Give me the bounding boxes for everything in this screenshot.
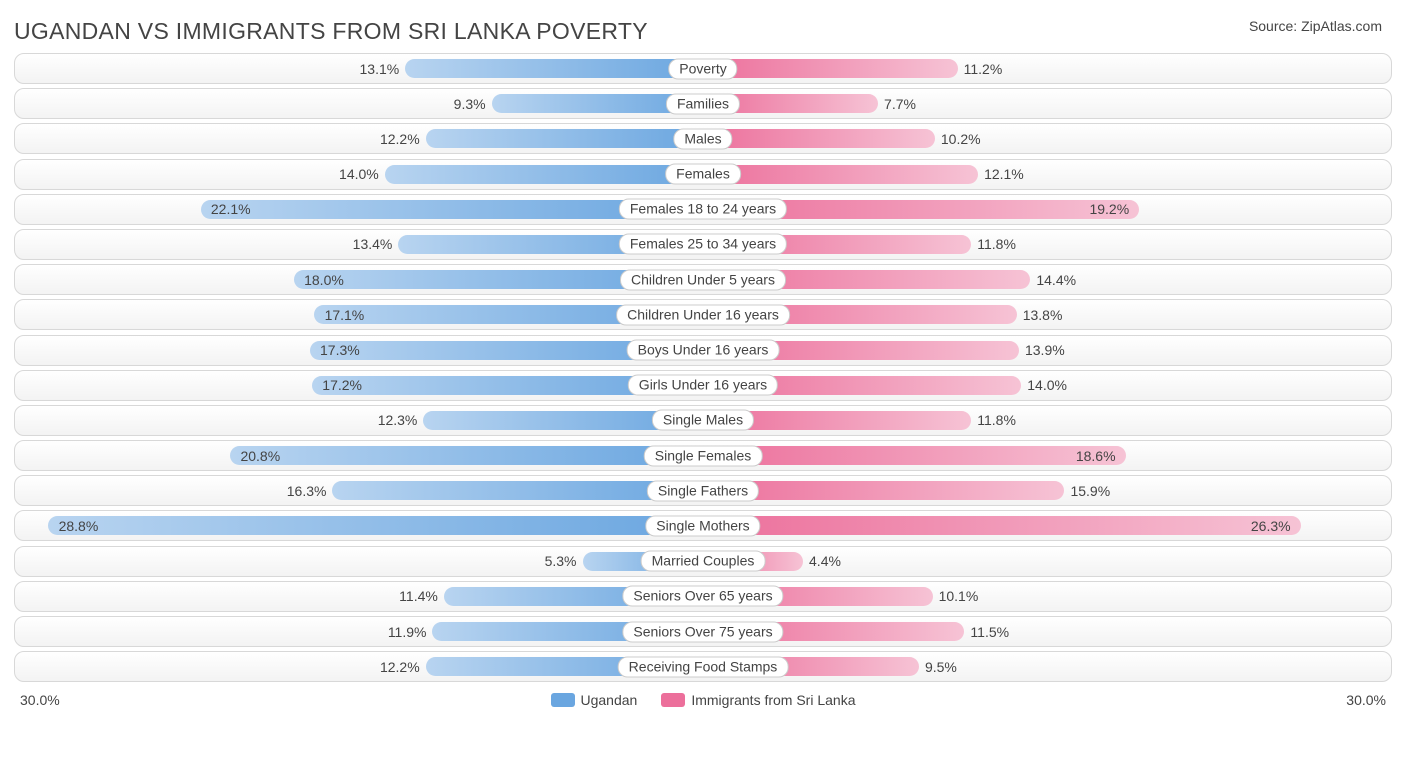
value-label-left: 17.2%: [322, 377, 362, 393]
legend-item-right: Immigrants from Sri Lanka: [661, 692, 855, 708]
category-label: Children Under 16 years: [616, 304, 790, 325]
value-label-right: 18.6%: [1076, 448, 1116, 464]
category-label: Married Couples: [641, 551, 766, 572]
bar-right: [703, 446, 1126, 465]
value-label-right: 11.8%: [977, 236, 1016, 252]
value-label-left: 20.8%: [240, 448, 280, 464]
chart-row: 9.3% 7.7% Families: [14, 88, 1392, 119]
chart-row: 18.0% 14.4% Children Under 5 years: [14, 264, 1392, 295]
category-label: Poverty: [668, 58, 737, 79]
value-label-left: 5.3%: [545, 553, 577, 569]
value-label-left: 13.4%: [353, 236, 393, 252]
legend-swatch-right: [661, 693, 685, 707]
value-label-right: 4.4%: [809, 553, 841, 569]
legend-label-right: Immigrants from Sri Lanka: [691, 692, 855, 708]
bar-left: [385, 165, 703, 184]
category-label: Seniors Over 65 years: [622, 586, 783, 607]
bar-left: [405, 59, 703, 78]
legend-swatch-left: [551, 693, 575, 707]
category-label: Children Under 5 years: [620, 269, 786, 290]
value-label-right: 10.1%: [939, 588, 979, 604]
category-label: Single Females: [644, 445, 763, 466]
value-label-right: 10.2%: [941, 131, 981, 147]
bar-left: [230, 446, 703, 465]
value-label-right: 7.7%: [884, 96, 916, 112]
value-label-right: 14.4%: [1036, 272, 1076, 288]
value-label-left: 11.9%: [388, 624, 427, 640]
value-label-right: 9.5%: [925, 659, 957, 675]
axis-max-left: 30.0%: [20, 692, 60, 708]
chart-footer: 30.0% Ugandan Immigrants from Sri Lanka …: [0, 686, 1406, 708]
value-label-right: 13.8%: [1023, 307, 1063, 323]
value-label-left: 12.2%: [380, 659, 420, 675]
diverging-bar-chart: 13.1% 11.2% Poverty 9.3% 7.7% Families 12.2% 10…: [0, 53, 1406, 682]
value-label-left: 13.1%: [360, 61, 400, 77]
value-label-right: 19.2%: [1089, 201, 1129, 217]
chart-row: 17.1% 13.8% Children Under 16 years: [14, 299, 1392, 330]
bar-right: [703, 516, 1301, 535]
chart-row: 17.3% 13.9% Boys Under 16 years: [14, 335, 1392, 366]
chart-row: 12.2% 10.2% Males: [14, 123, 1392, 154]
chart-row: 11.9% 11.5% Seniors Over 75 years: [14, 616, 1392, 647]
value-label-left: 16.3%: [287, 483, 327, 499]
category-label: Girls Under 16 years: [628, 375, 778, 396]
legend-label-left: Ugandan: [581, 692, 638, 708]
value-label-left: 22.1%: [211, 201, 251, 217]
chart-row: 16.3% 15.9% Single Fathers: [14, 475, 1392, 506]
category-label: Single Fathers: [647, 480, 759, 501]
value-label-left: 12.3%: [378, 412, 418, 428]
chart-row: 20.8% 18.6% Single Females: [14, 440, 1392, 471]
chart-row: 5.3% 4.4% Married Couples: [14, 546, 1392, 577]
value-label-right: 14.0%: [1027, 377, 1067, 393]
bar-right: [703, 165, 978, 184]
chart-row: 12.2% 9.5% Receiving Food Stamps: [14, 651, 1392, 682]
chart-row: 13.4% 11.8% Females 25 to 34 years: [14, 229, 1392, 260]
value-label-left: 17.3%: [320, 342, 360, 358]
chart-row: 17.2% 14.0% Girls Under 16 years: [14, 370, 1392, 401]
value-label-right: 15.9%: [1070, 483, 1110, 499]
bar-right: [703, 129, 935, 148]
legend: Ugandan Immigrants from Sri Lanka: [551, 692, 856, 708]
bar-right: [703, 59, 958, 78]
value-label-left: 9.3%: [454, 96, 486, 112]
category-label: Seniors Over 75 years: [622, 621, 783, 642]
value-label-right: 11.5%: [970, 624, 1009, 640]
chart-row: 28.8% 26.3% Single Mothers: [14, 510, 1392, 541]
value-label-right: 11.8%: [977, 412, 1016, 428]
value-label-left: 18.0%: [304, 272, 344, 288]
value-label-left: 17.1%: [325, 307, 365, 323]
category-label: Females 18 to 24 years: [619, 199, 787, 220]
category-label: Females: [665, 164, 741, 185]
value-label-left: 14.0%: [339, 166, 379, 182]
value-label-left: 12.2%: [380, 131, 420, 147]
value-label-left: 28.8%: [59, 518, 99, 534]
category-label: Males: [673, 128, 732, 149]
value-label-left: 11.4%: [399, 588, 438, 604]
value-label-right: 13.9%: [1025, 342, 1065, 358]
category-label: Single Mothers: [645, 515, 760, 536]
category-label: Families: [666, 93, 740, 114]
bar-left: [48, 516, 703, 535]
value-label-right: 12.1%: [984, 166, 1024, 182]
header: UGANDAN VS IMMIGRANTS FROM SRI LANKA POV…: [0, 0, 1406, 53]
category-label: Single Males: [652, 410, 754, 431]
chart-row: 13.1% 11.2% Poverty: [14, 53, 1392, 84]
value-label-right: 11.2%: [964, 61, 1003, 77]
chart-row: 14.0% 12.1% Females: [14, 159, 1392, 190]
bar-left: [426, 129, 703, 148]
source-label: Source: ZipAtlas.com: [1249, 18, 1382, 34]
category-label: Receiving Food Stamps: [618, 656, 789, 677]
axis-max-right: 30.0%: [1346, 692, 1386, 708]
category-label: Females 25 to 34 years: [619, 234, 787, 255]
category-label: Boys Under 16 years: [627, 340, 780, 361]
legend-item-left: Ugandan: [551, 692, 638, 708]
page-title: UGANDAN VS IMMIGRANTS FROM SRI LANKA POV…: [14, 18, 648, 45]
chart-row: 12.3% 11.8% Single Males: [14, 405, 1392, 436]
chart-row: 11.4% 10.1% Seniors Over 65 years: [14, 581, 1392, 612]
chart-row: 22.1% 19.2% Females 18 to 24 years: [14, 194, 1392, 225]
value-label-right: 26.3%: [1251, 518, 1291, 534]
